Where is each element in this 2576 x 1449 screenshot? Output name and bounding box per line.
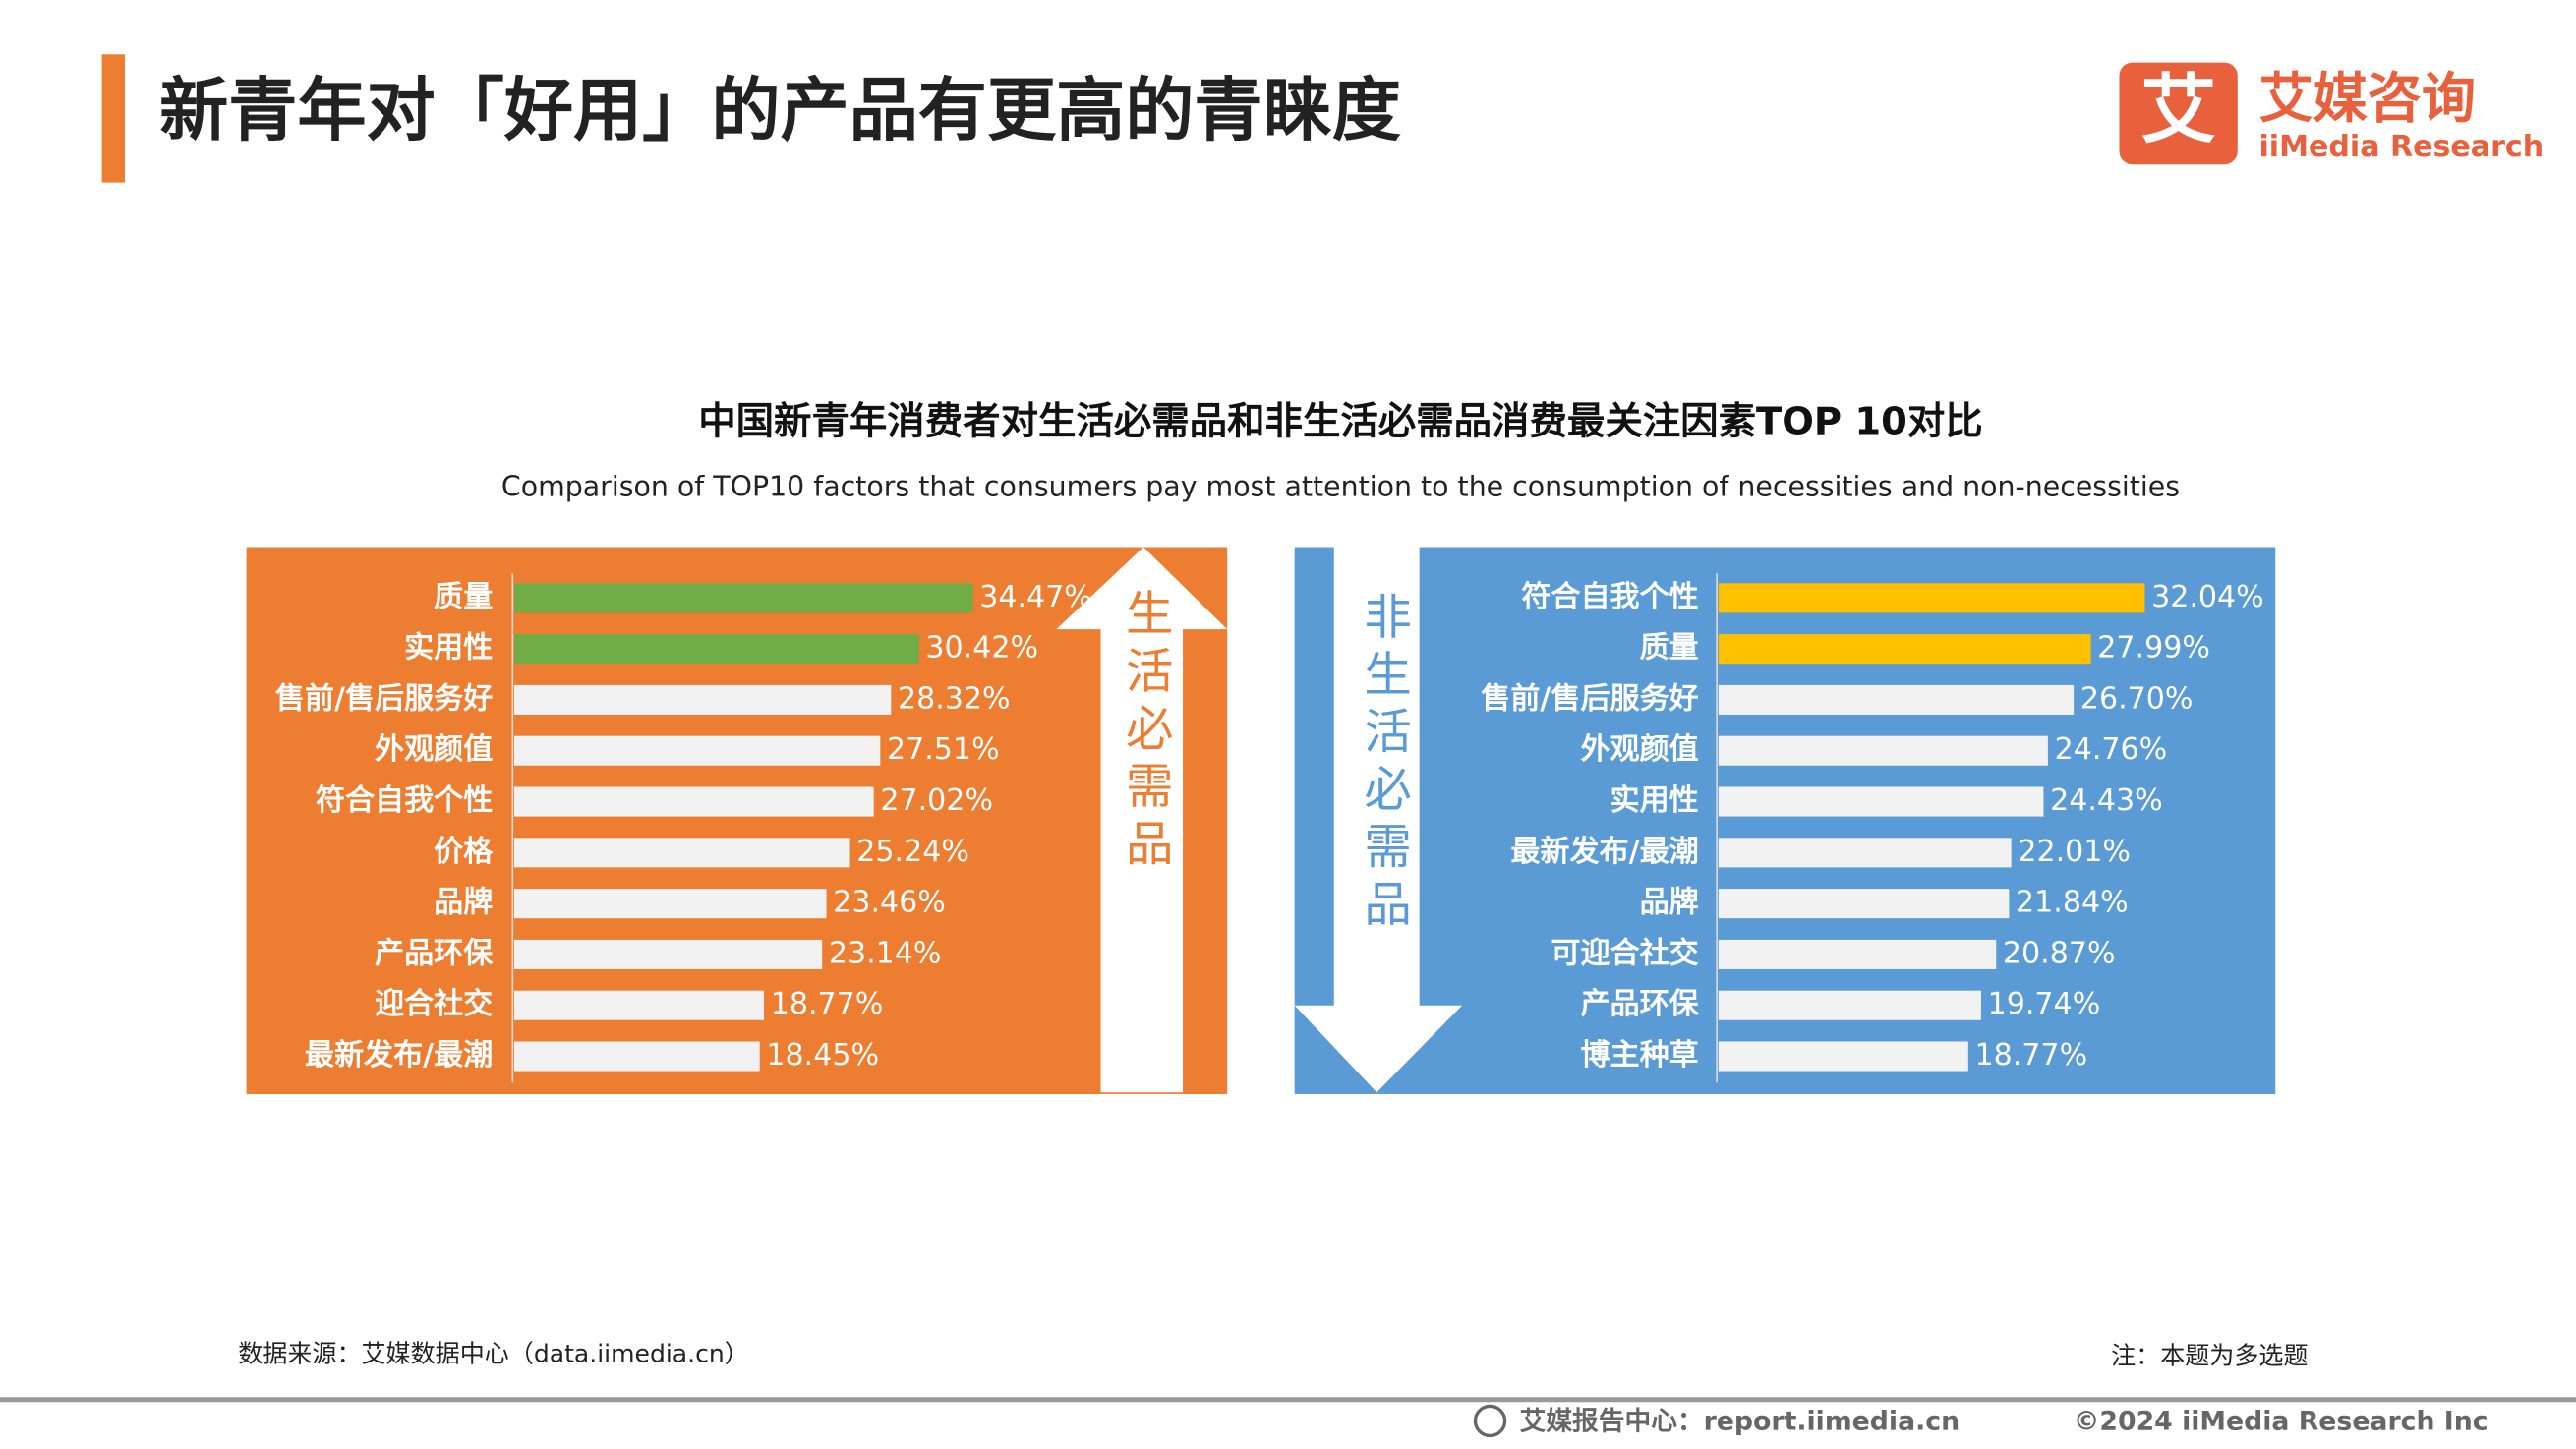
bar [1718, 786, 2044, 817]
bar [513, 838, 850, 868]
logo-mark: 艾 [2140, 67, 2216, 154]
value-label: 27.51% [887, 732, 1000, 767]
bar [513, 889, 827, 919]
value-label: 28.32% [898, 681, 1011, 716]
category-label: 售前/售后服务好 [275, 681, 493, 716]
category-label: 实用性 [404, 631, 493, 666]
copyright: ©2024 iiMedia Research Inc [2074, 1407, 2488, 1437]
arrow [1056, 547, 1228, 1093]
bar [1718, 889, 2010, 919]
category-label: 产品环保 [1580, 987, 1699, 1021]
globe-icon [1473, 1404, 1507, 1438]
bar [513, 939, 823, 969]
logo-mark-bg [2119, 62, 2238, 165]
category-label: 质量 [434, 580, 493, 614]
category-label: 符合自我个性 [1521, 580, 1698, 614]
bar [1718, 735, 2048, 766]
bar [1718, 634, 2091, 665]
value-label: 30.42% [925, 631, 1038, 666]
bar [1718, 583, 2145, 613]
category-label: 外观颜值 [375, 732, 493, 767]
side-label: 生活必需品 [1117, 588, 1172, 875]
value-label: 24.76% [2055, 732, 2168, 767]
value-label: 34.47% [979, 580, 1092, 614]
category-label: 品牌 [1640, 886, 1699, 920]
category-label: 售前/售后服务好 [1481, 681, 1698, 716]
site: 艾媒报告中心：report.iimedia.cn [1520, 1406, 1961, 1437]
value-label: 22.01% [2018, 835, 2131, 869]
value-label: 27.02% [880, 783, 993, 818]
category-label: 博主种草 [1580, 1038, 1698, 1072]
value-label: 19.74% [1988, 987, 2101, 1021]
value-label: 18.45% [766, 1038, 879, 1072]
logo-en: iiMedia Research [2259, 130, 2545, 164]
value-label: 27.99% [2097, 631, 2210, 666]
bar [1718, 1041, 1968, 1072]
category-label: 迎合社交 [375, 987, 493, 1021]
category-label: 符合自我个性 [316, 783, 493, 818]
bar [513, 1041, 760, 1072]
bar [513, 990, 765, 1020]
title-accent [101, 54, 125, 183]
value-label: 20.87% [2003, 936, 2116, 970]
value-label: 21.84% [2016, 886, 2129, 920]
bar [1718, 684, 2075, 715]
category-label: 最新发布/最潮 [305, 1038, 493, 1072]
category-label: 可迎合社交 [1551, 936, 1698, 970]
source: 数据来源：艾媒数据中心（data.iimedia.cn） [238, 1340, 749, 1368]
category-label: 产品环保 [375, 936, 494, 970]
bar [513, 684, 892, 715]
bar [513, 786, 874, 817]
bar [513, 583, 973, 613]
arrow [1294, 547, 1463, 1093]
category-label: 质量 [1640, 631, 1699, 666]
value-label: 25.24% [856, 835, 969, 869]
bar [513, 735, 881, 766]
category-label: 品牌 [434, 886, 493, 920]
bar [513, 634, 919, 665]
value-label: 26.70% [2080, 681, 2194, 716]
value-label: 23.14% [829, 936, 942, 970]
chart-subtitle: Comparison of TOP10 factors that consume… [501, 470, 2180, 502]
category-label: 价格 [434, 835, 494, 869]
bar [1718, 838, 2012, 868]
side-label: 非生活必需品 [1356, 592, 1411, 937]
logo-cn: 艾媒咨询 [2259, 68, 2477, 131]
value-label: 23.46% [833, 886, 946, 920]
value-label: 32.04% [2151, 580, 2264, 614]
value-label: 24.43% [2050, 783, 2163, 818]
slide-title: 新青年对「好用」的产品有更高的青睐度 [159, 70, 1401, 150]
note: 注：本题为多选题 [2111, 1341, 2308, 1369]
value-label: 18.77% [771, 987, 884, 1021]
bar [1718, 939, 1997, 969]
category-label: 实用性 [1610, 783, 1699, 818]
value-label: 18.77% [1975, 1038, 2088, 1072]
chart-title: 中国新青年消费者对生活必需品和非生活必需品消费最关注因素TOP 10对比 [698, 400, 1983, 444]
bar [1718, 990, 1981, 1020]
category-label: 最新发布/最潮 [1510, 835, 1698, 869]
category-label: 外观颜值 [1580, 732, 1698, 767]
